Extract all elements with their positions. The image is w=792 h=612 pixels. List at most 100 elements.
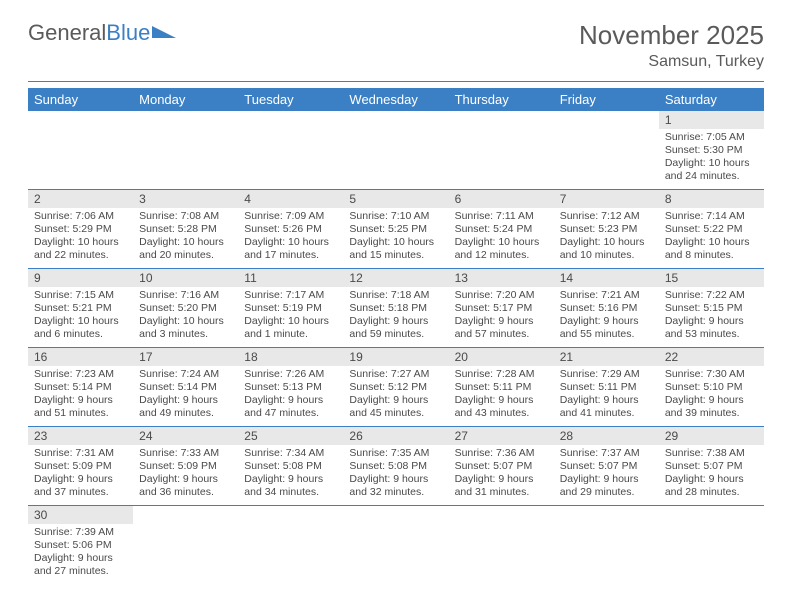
day-cell: 12Sunrise: 7:18 AMSunset: 5:18 PMDayligh… [343,269,448,348]
flag-icon [152,22,176,38]
sunrise-text: Sunrise: 7:06 AM [34,210,127,223]
day-detail: Sunrise: 7:18 AMSunset: 5:18 PMDaylight:… [343,287,448,344]
day-number: 8 [659,190,764,208]
col-header: Sunday [28,88,133,111]
daylight-text-1: Daylight: 9 hours [665,473,758,486]
sunset-text: Sunset: 5:17 PM [455,302,548,315]
daylight-text-2: and 49 minutes. [139,407,232,420]
daylight-text-2: and 6 minutes. [34,328,127,341]
day-cell: 5Sunrise: 7:10 AMSunset: 5:25 PMDaylight… [343,190,448,269]
day-number: 17 [133,348,238,366]
daylight-text-1: Daylight: 9 hours [244,473,337,486]
daylight-text-2: and 53 minutes. [665,328,758,341]
day-number: 4 [238,190,343,208]
day-number: 19 [343,348,448,366]
day-cell: 15Sunrise: 7:22 AMSunset: 5:15 PMDayligh… [659,269,764,348]
daylight-text-1: Daylight: 9 hours [34,394,127,407]
header: GeneralBlue November 2025 Samsun, Turkey [28,20,764,71]
sunset-text: Sunset: 5:07 PM [560,460,653,473]
day-cell: 24Sunrise: 7:33 AMSunset: 5:09 PMDayligh… [133,427,238,506]
sunset-text: Sunset: 5:24 PM [455,223,548,236]
daylight-text-1: Daylight: 9 hours [244,394,337,407]
day-detail: Sunrise: 7:36 AMSunset: 5:07 PMDaylight:… [449,445,554,502]
logo-word2: Blue [106,20,176,46]
day-detail: Sunrise: 7:23 AMSunset: 5:14 PMDaylight:… [28,366,133,423]
sunrise-text: Sunrise: 7:09 AM [244,210,337,223]
day-cell: 10Sunrise: 7:16 AMSunset: 5:20 PMDayligh… [133,269,238,348]
daylight-text-2: and 8 minutes. [665,249,758,262]
daylight-text-2: and 43 minutes. [455,407,548,420]
daylight-text-1: Daylight: 10 hours [139,236,232,249]
sunrise-text: Sunrise: 7:26 AM [244,368,337,381]
day-number: 23 [28,427,133,445]
page-subtitle: Samsun, Turkey [579,53,764,71]
day-detail: Sunrise: 7:09 AMSunset: 5:26 PMDaylight:… [238,208,343,265]
daylight-text-1: Daylight: 9 hours [560,315,653,328]
daylight-text-2: and 20 minutes. [139,249,232,262]
empty-cell [659,506,764,585]
sunrise-text: Sunrise: 7:21 AM [560,289,653,302]
daylight-text-2: and 28 minutes. [665,486,758,499]
empty-cell [133,111,238,190]
daylight-text-1: Daylight: 9 hours [665,315,758,328]
day-number: 18 [238,348,343,366]
week-row: 30Sunrise: 7:39 AMSunset: 5:06 PMDayligh… [28,506,764,585]
daylight-text-1: Daylight: 9 hours [34,552,127,565]
week-row: 9Sunrise: 7:15 AMSunset: 5:21 PMDaylight… [28,269,764,348]
daylight-text-2: and 1 minute. [244,328,337,341]
day-number: 27 [449,427,554,445]
day-cell: 3Sunrise: 7:08 AMSunset: 5:28 PMDaylight… [133,190,238,269]
daylight-text-1: Daylight: 9 hours [349,394,442,407]
week-row: 2Sunrise: 7:06 AMSunset: 5:29 PMDaylight… [28,190,764,269]
sunset-text: Sunset: 5:14 PM [139,381,232,394]
daylight-text-2: and 27 minutes. [34,565,127,578]
sunset-text: Sunset: 5:21 PM [34,302,127,315]
day-number: 13 [449,269,554,287]
sunrise-text: Sunrise: 7:14 AM [665,210,758,223]
day-cell: 2Sunrise: 7:06 AMSunset: 5:29 PMDaylight… [28,190,133,269]
empty-cell [238,506,343,585]
day-number: 14 [554,269,659,287]
sunrise-text: Sunrise: 7:22 AM [665,289,758,302]
empty-cell [133,506,238,585]
calendar-head: SundayMondayTuesdayWednesdayThursdayFrid… [28,88,764,111]
sunrise-text: Sunrise: 7:18 AM [349,289,442,302]
sunset-text: Sunset: 5:12 PM [349,381,442,394]
sunset-text: Sunset: 5:07 PM [455,460,548,473]
day-cell: 17Sunrise: 7:24 AMSunset: 5:14 PMDayligh… [133,348,238,427]
daylight-text-2: and 12 minutes. [455,249,548,262]
logo-word1: General [28,20,106,46]
daylight-text-1: Daylight: 10 hours [665,157,758,170]
day-number: 5 [343,190,448,208]
day-number: 12 [343,269,448,287]
title-block: November 2025 Samsun, Turkey [579,20,764,71]
col-header: Thursday [449,88,554,111]
day-cell: 4Sunrise: 7:09 AMSunset: 5:26 PMDaylight… [238,190,343,269]
day-number: 21 [554,348,659,366]
day-cell: 20Sunrise: 7:28 AMSunset: 5:11 PMDayligh… [449,348,554,427]
sunset-text: Sunset: 5:28 PM [139,223,232,236]
daylight-text-1: Daylight: 10 hours [34,315,127,328]
sunrise-text: Sunrise: 7:30 AM [665,368,758,381]
sunset-text: Sunset: 5:19 PM [244,302,337,315]
day-cell: 8Sunrise: 7:14 AMSunset: 5:22 PMDaylight… [659,190,764,269]
daylight-text-1: Daylight: 9 hours [455,315,548,328]
sunrise-text: Sunrise: 7:05 AM [665,131,758,144]
sunrise-text: Sunrise: 7:28 AM [455,368,548,381]
daylight-text-1: Daylight: 9 hours [665,394,758,407]
day-detail: Sunrise: 7:37 AMSunset: 5:07 PMDaylight:… [554,445,659,502]
empty-cell [554,506,659,585]
day-cell: 19Sunrise: 7:27 AMSunset: 5:12 PMDayligh… [343,348,448,427]
sunrise-text: Sunrise: 7:39 AM [34,526,127,539]
empty-cell [238,111,343,190]
col-header: Tuesday [238,88,343,111]
day-detail: Sunrise: 7:08 AMSunset: 5:28 PMDaylight:… [133,208,238,265]
sunset-text: Sunset: 5:09 PM [139,460,232,473]
day-detail: Sunrise: 7:11 AMSunset: 5:24 PMDaylight:… [449,208,554,265]
day-detail: Sunrise: 7:30 AMSunset: 5:10 PMDaylight:… [659,366,764,423]
day-cell: 21Sunrise: 7:29 AMSunset: 5:11 PMDayligh… [554,348,659,427]
day-detail: Sunrise: 7:14 AMSunset: 5:22 PMDaylight:… [659,208,764,265]
daylight-text-1: Daylight: 9 hours [560,394,653,407]
daylight-text-2: and 57 minutes. [455,328,548,341]
sunrise-text: Sunrise: 7:29 AM [560,368,653,381]
